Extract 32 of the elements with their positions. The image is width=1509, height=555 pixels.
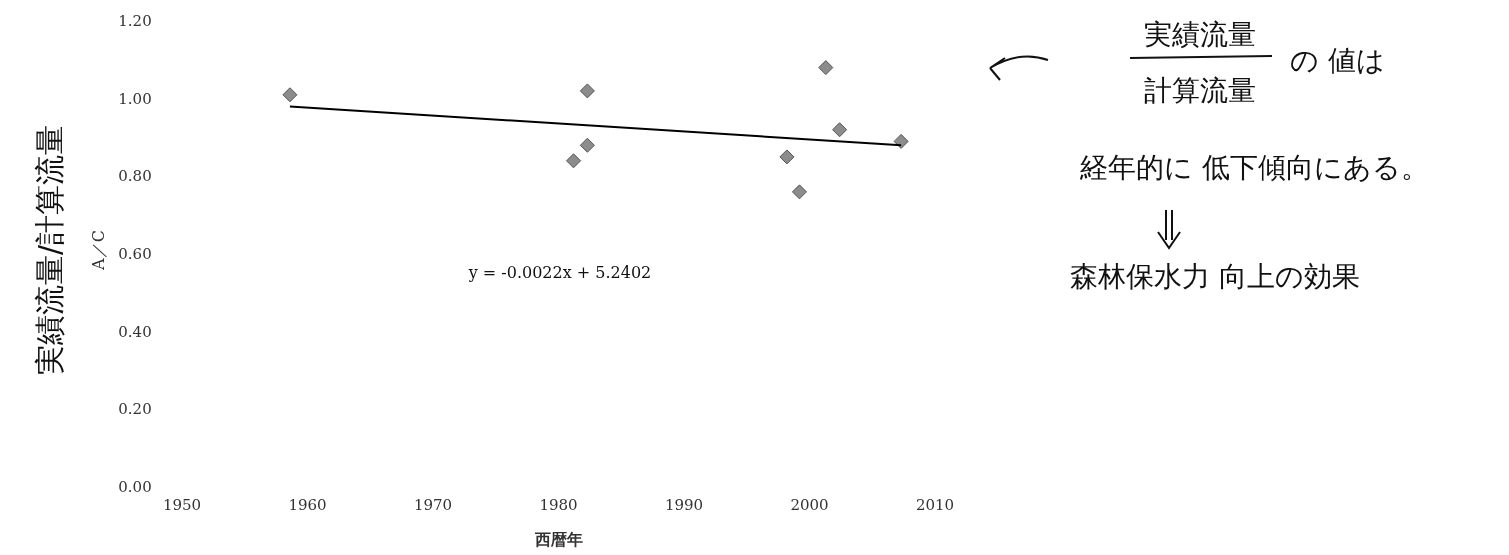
point — [818, 60, 834, 76]
y-axis-title: A／C — [89, 230, 108, 271]
point — [893, 133, 909, 149]
y-tick-label: 1.00 — [118, 89, 152, 108]
y-tick-label: 0.80 — [118, 167, 152, 186]
annotation: y = -0.0022x + 5.2402 — [467, 263, 652, 282]
point — [779, 149, 795, 165]
x-tick-label: 1950 — [162, 496, 202, 514]
y-tick-label: 0.00 — [118, 478, 152, 496]
text: の 値は — [1290, 44, 1385, 77]
x-axis-title: 西暦年 — [533, 530, 583, 549]
point — [791, 184, 807, 200]
point — [579, 83, 595, 99]
x-tick-label: 1970 — [413, 496, 453, 514]
point — [282, 87, 298, 103]
x-tick-label: 1960 — [288, 496, 327, 514]
x-tick-label: 1990 — [664, 496, 704, 514]
x-tick-label: 2010 — [915, 496, 955, 514]
point — [832, 122, 848, 138]
y-tick-label: 0.60 — [118, 245, 152, 263]
y-tick-label: 1.20 — [118, 12, 152, 30]
text: 実績流量 — [1144, 18, 1256, 51]
text: 経年的に 低下傾向にある。 — [1079, 151, 1429, 184]
point — [579, 137, 595, 153]
y-tick-label: 0.40 — [118, 322, 152, 341]
y-tick-label: 0.20 — [118, 400, 152, 419]
point — [566, 153, 582, 169]
text: 森林保水力 向上の効果 — [1070, 260, 1360, 293]
x-tick-label: 1980 — [539, 496, 578, 514]
x-tick-label: 2000 — [790, 496, 829, 514]
text: 実績流量/計算流量 — [32, 124, 67, 376]
text: 計算流量 — [1144, 74, 1256, 107]
